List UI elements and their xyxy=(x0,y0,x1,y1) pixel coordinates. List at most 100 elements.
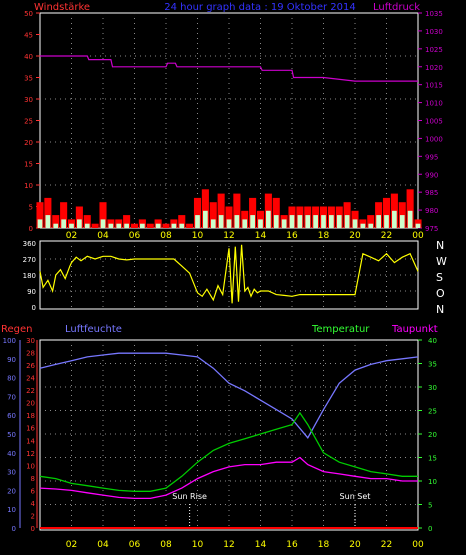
pressure-line xyxy=(40,55,418,82)
gust-bar xyxy=(210,219,216,228)
pressure-tick-label: 1030 xyxy=(425,28,443,36)
temperature-tick-label: 15 xyxy=(428,455,437,463)
temperature-tick-label: 30 xyxy=(428,384,437,392)
humidity-tick-label: 50 xyxy=(7,431,16,439)
dewpoint-line xyxy=(39,456,418,500)
taupunkt-label: Taupunkt xyxy=(391,324,438,335)
temperature-tick-label: 35 xyxy=(428,361,437,369)
compass-label: O xyxy=(436,287,445,300)
wind-tick-label: 40 xyxy=(24,53,33,61)
gust-bar xyxy=(45,215,51,228)
pressure-tick-label: 980 xyxy=(425,207,438,215)
gust-bar xyxy=(281,219,287,228)
time-tick-label: 22 xyxy=(381,540,392,550)
humidity-tick-label: 80 xyxy=(7,375,16,383)
time-tick-label: 18 xyxy=(318,540,330,550)
gust-bar xyxy=(203,210,208,228)
gust-bar xyxy=(179,223,185,228)
rain-tick-label: 18 xyxy=(26,412,35,420)
gust-bar xyxy=(336,215,342,228)
rain-tick-label: 8 xyxy=(31,475,35,483)
gust-bar xyxy=(100,219,106,228)
windstaerke-label: Windstärke xyxy=(34,2,90,13)
temperatur-label: Temperatur xyxy=(311,324,370,335)
time-tick-label: 14 xyxy=(255,540,267,550)
time-tick-label: 14 xyxy=(255,231,267,241)
gust-bar xyxy=(407,210,413,228)
rain-tick-label: 24 xyxy=(26,375,35,383)
gust-bar xyxy=(61,219,66,228)
pressure-tick-label: 985 xyxy=(425,189,438,197)
gust-bar xyxy=(234,215,240,228)
gust-bar xyxy=(108,223,114,228)
wind-bar xyxy=(162,223,170,228)
pressure-tick-label: 1000 xyxy=(425,135,443,143)
time-tick-label: 20 xyxy=(349,540,361,550)
temperature-line xyxy=(39,411,418,492)
time-tick-label: 18 xyxy=(318,231,330,241)
rain-tick-label: 26 xyxy=(26,362,35,370)
rain-tick-label: 16 xyxy=(26,425,35,433)
wind-bar xyxy=(91,223,99,228)
wind-bar xyxy=(178,215,186,228)
time-tick-label: 02 xyxy=(66,540,77,550)
gust-bar xyxy=(392,210,397,228)
wind-tick-label: 5 xyxy=(29,204,33,212)
time-tick-label: 12 xyxy=(223,540,234,550)
top-right-axis: 975 980 985 990 995 1000 1005 1010 1015 1020 1025 1… xyxy=(418,10,443,233)
temperature-tick-label: 25 xyxy=(428,408,437,416)
gust-bar xyxy=(195,215,200,228)
wind-bar xyxy=(186,223,194,228)
gust-bar xyxy=(297,215,303,228)
gust-bar xyxy=(289,215,295,228)
temperature-tick-label: 20 xyxy=(428,431,437,439)
gust-bar xyxy=(376,215,381,228)
humidity-axis: 0 10 20 30 40 50 60 70 80 90 100 xyxy=(3,337,21,533)
wind-bar xyxy=(217,193,225,228)
wind-bar xyxy=(272,197,280,228)
rain-tick-label: 0 xyxy=(31,525,35,533)
wind-tick-label: 25 xyxy=(24,118,33,126)
luftfeuchte-label: Luftfeuchte xyxy=(65,324,122,335)
wind-bar xyxy=(75,206,83,228)
pressure-tick-label: 990 xyxy=(425,171,438,179)
direction-series xyxy=(39,244,419,304)
time-tick-label: 00 xyxy=(412,540,424,550)
gust-bar xyxy=(352,219,358,228)
pressure-tick-label: 995 xyxy=(425,153,438,161)
direction-tick-label: 360 xyxy=(23,240,36,248)
rain-tick-label: 28 xyxy=(26,350,35,358)
compass-label: S xyxy=(436,271,443,284)
humidity-tick-label: 60 xyxy=(7,412,16,420)
time-tick-label: 20 xyxy=(349,231,361,241)
humidity-tick-label: 40 xyxy=(7,450,16,458)
direction-left-axis: 0 90 180 270 360 xyxy=(23,240,36,312)
gust-bar xyxy=(368,223,374,228)
pressure-tick-label: 1005 xyxy=(425,118,443,126)
gust-bar xyxy=(218,215,224,228)
time-tick-label: 10 xyxy=(192,540,204,550)
compass-label: N xyxy=(436,239,444,252)
gust-bar xyxy=(171,223,177,228)
pressure-tick-label: 1020 xyxy=(425,64,443,72)
chart-title: 24 hour graph data : 19 Oktober 2014 xyxy=(164,2,356,13)
rain-tick-label: 22 xyxy=(26,387,35,395)
rain-tick-label: 12 xyxy=(26,450,35,458)
time-tick-label: 00 xyxy=(412,231,424,241)
wind-bar xyxy=(146,223,154,228)
direction-tick-label: 0 xyxy=(32,304,36,312)
wind-bar xyxy=(123,215,131,228)
pressure-tick-label: 1025 xyxy=(425,46,443,54)
top-time-axis: 02 04 06 08 10 12 14 16 18 20 22 00 xyxy=(66,231,424,241)
wind-bar xyxy=(249,197,257,228)
gust-bar xyxy=(415,223,421,228)
humidity-tick-label: 100 xyxy=(3,337,16,345)
gust-bar xyxy=(84,223,90,228)
wind-tick-label: 10 xyxy=(24,182,33,190)
humidity-tick-label: 70 xyxy=(7,393,16,401)
direction-tick-label: 90 xyxy=(27,288,36,296)
rain-tick-label: 20 xyxy=(26,400,35,408)
time-tick-label: 12 xyxy=(223,231,234,241)
wind-bar xyxy=(233,193,241,228)
